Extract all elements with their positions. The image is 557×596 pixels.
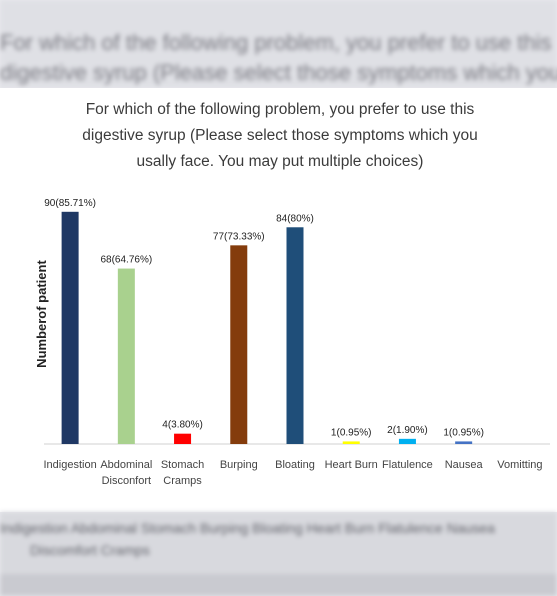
data-label: 90(85.71%) [44, 198, 96, 209]
bar [230, 245, 248, 444]
bar [342, 441, 360, 444]
data-label: 1(0.95%) [331, 427, 372, 438]
background-bottom-blurred: Indigestion Abdominal Stomach Burping Bl… [0, 512, 557, 596]
data-label: 77(73.33%) [213, 231, 265, 242]
bar-chart: For which of the following problem, you … [34, 101, 550, 487]
data-label: 84(80%) [276, 213, 314, 224]
bar [455, 441, 473, 444]
data-label: 2(1.90%) [387, 425, 428, 436]
x-tick-label: Heart Burn [325, 459, 378, 471]
x-tick-label: Cramps [163, 475, 202, 487]
background-title-line: For which of the following problem, you … [0, 30, 552, 55]
chart-title-line: usally face. You may put multiple choice… [137, 153, 424, 170]
background-strip [0, 574, 557, 596]
chart-panel: For which of the following problem, you … [0, 88, 557, 512]
x-tick-label: Abdominal [100, 459, 152, 471]
bar [398, 438, 416, 444]
y-axis-label: Numberof patient [34, 260, 49, 368]
bar [286, 227, 304, 444]
data-label: 4(3.80%) [162, 420, 203, 431]
data-label: 1(0.95%) [443, 427, 484, 438]
x-tick-label: Flatulence [382, 459, 433, 471]
bar [174, 433, 192, 444]
chart-title-line: digestive syrup (Please select those sym… [82, 127, 477, 144]
x-tick-label: Nausea [445, 459, 484, 471]
bar [61, 211, 79, 444]
background-axis-line: Discomfort Cramps [30, 542, 150, 558]
x-tick-label: Burping [220, 459, 258, 471]
x-tick-label: Disconfort [102, 475, 152, 487]
x-tick-label: Stomach [161, 459, 204, 471]
background-axis-line: Indigestion Abdominal Stomach Burping Bl… [0, 520, 495, 536]
data-label: 68(64.76%) [100, 255, 152, 266]
x-tick-label: Bloating [275, 459, 315, 471]
bar [117, 268, 135, 444]
chart-title-line: For which of the following problem, you … [86, 101, 475, 118]
background-title-line: digestive syrup (Please select those sym… [0, 60, 557, 85]
x-tick-label: Indigestion [44, 459, 97, 471]
x-tick-label: Vomitting [497, 459, 542, 471]
background-top-blurred: For which of the following problem, you … [0, 0, 557, 88]
